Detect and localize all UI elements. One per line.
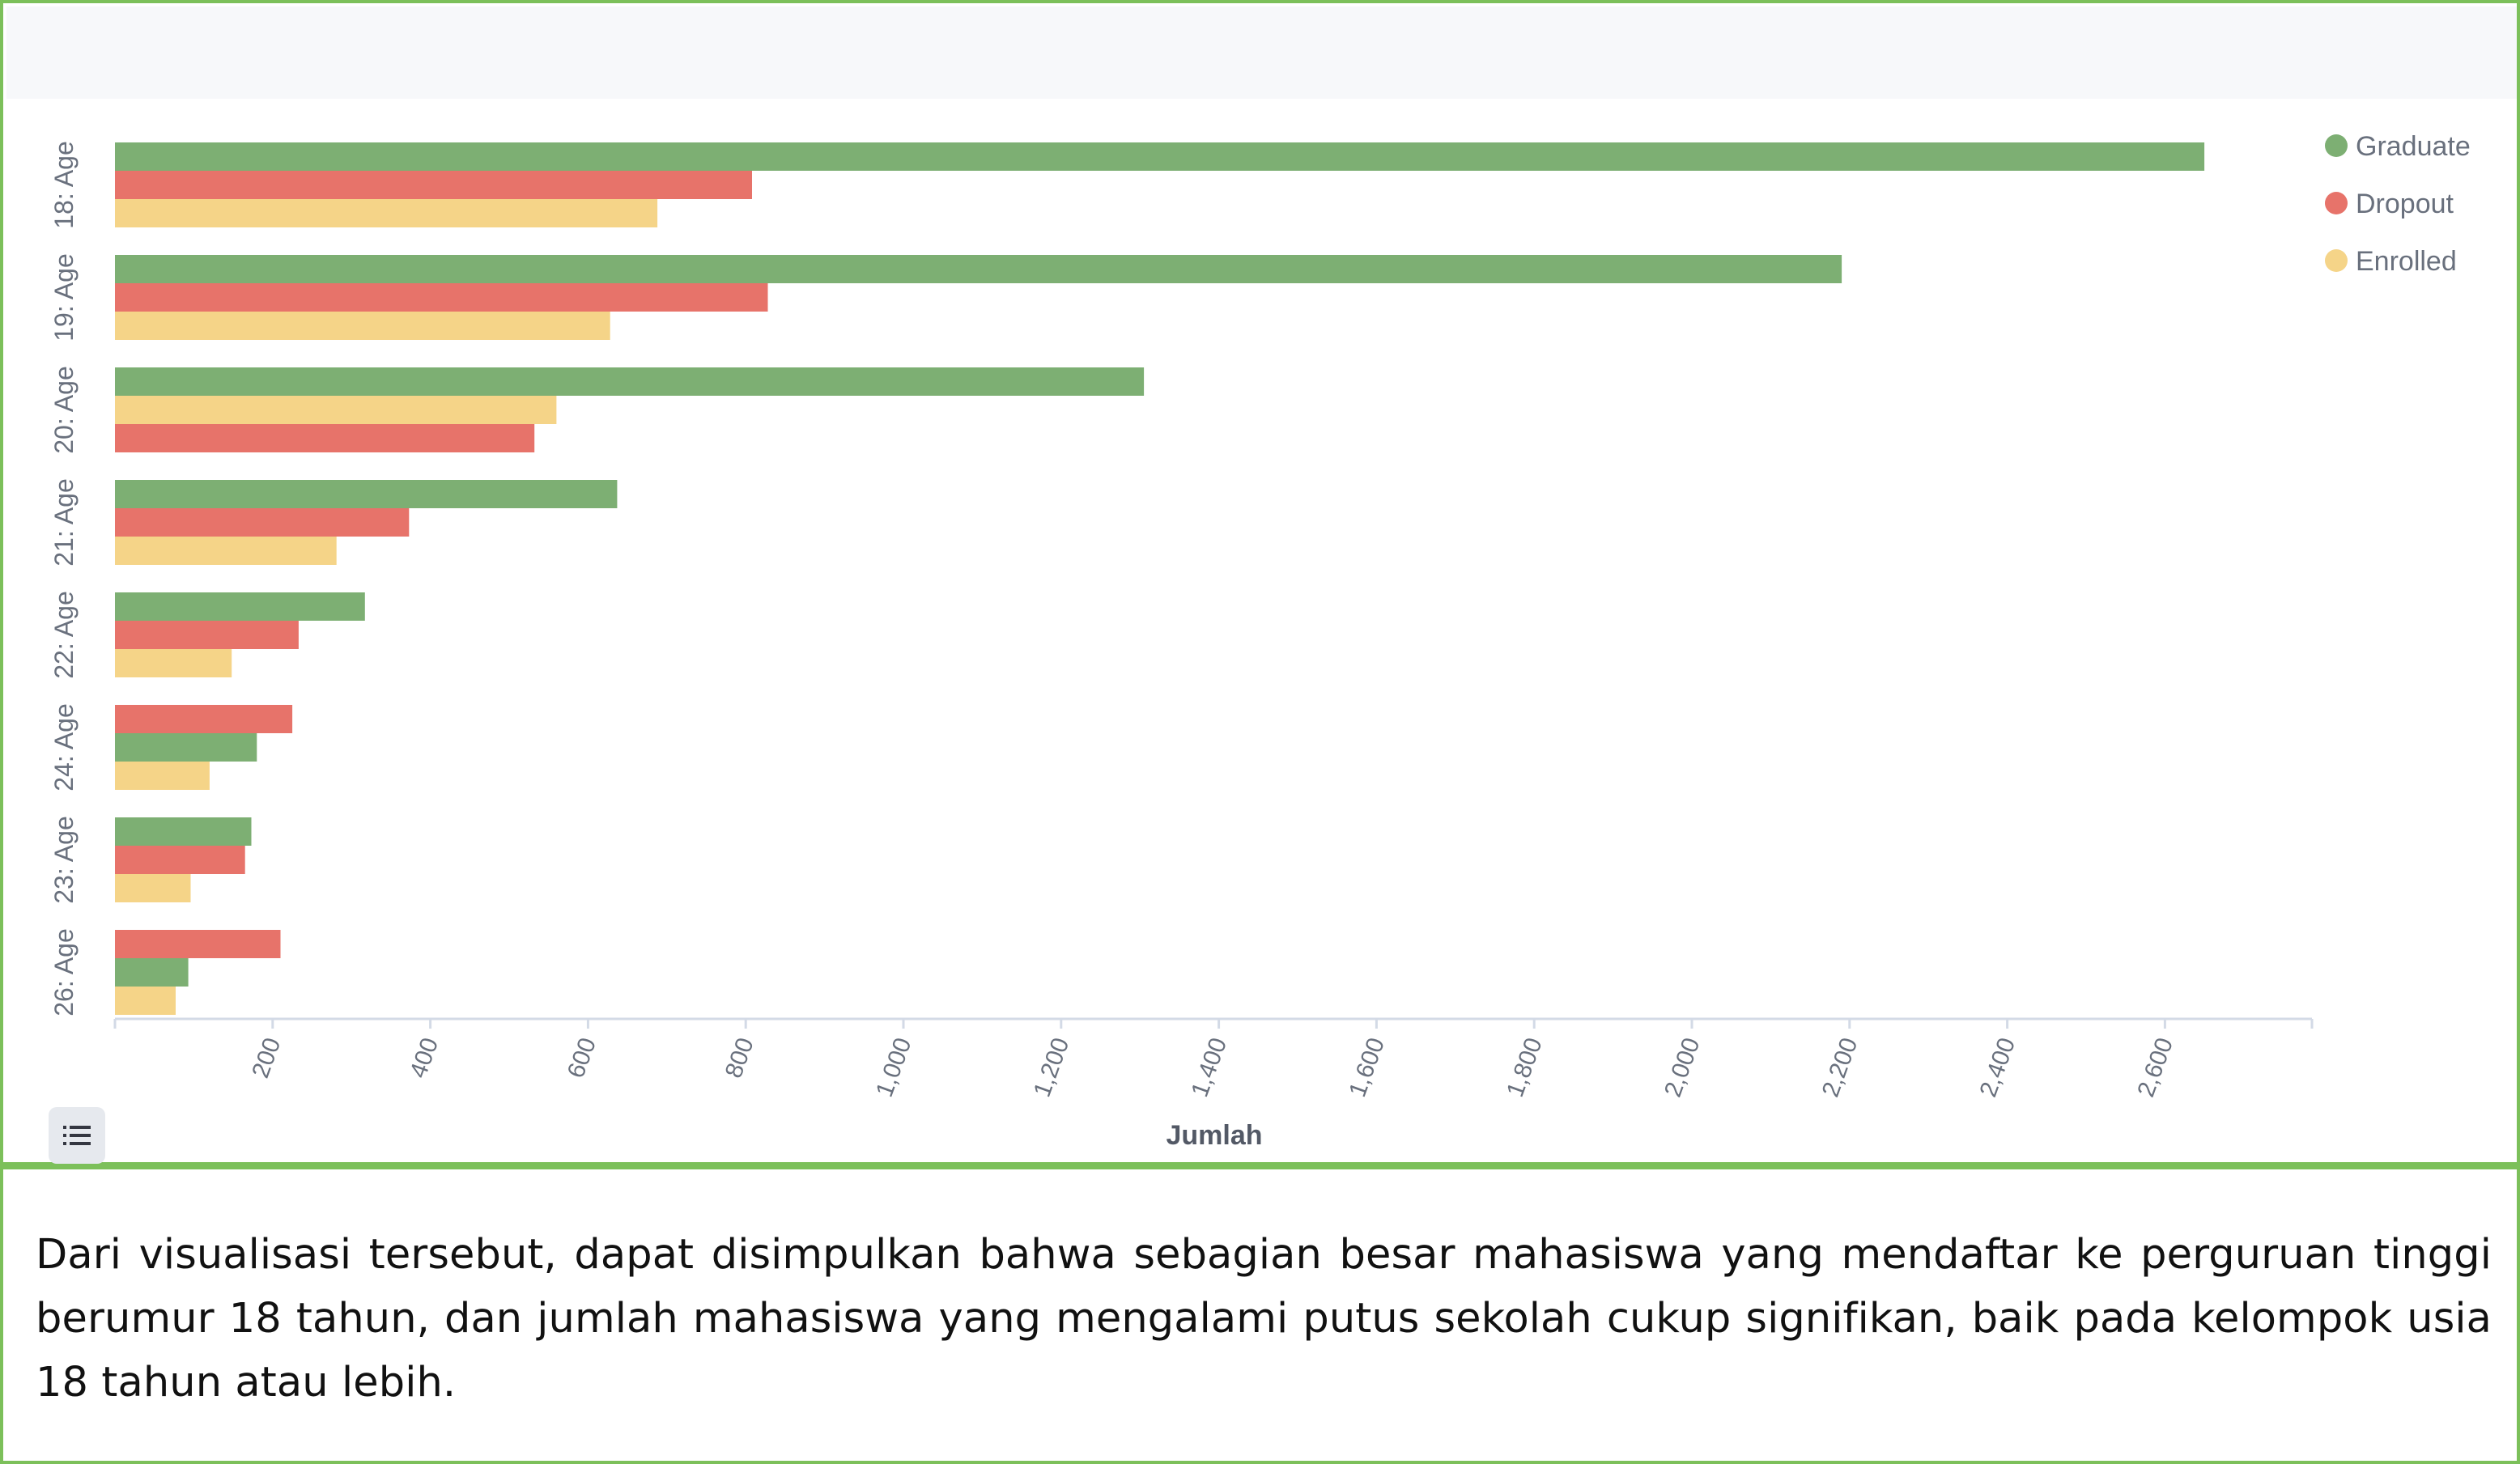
bar-graduate-21: [115, 480, 618, 508]
x-tick-label: 1,000: [871, 1034, 917, 1101]
bar-graduate-24: [115, 733, 257, 762]
x-tick-label: 1,600: [1344, 1034, 1390, 1101]
chart-panel: 18: Age 19: Age 20: Age 21: Age 22: Age 24: A…: [0, 0, 2520, 1165]
list-icon: [63, 1126, 91, 1145]
bar-graduate-20: [115, 367, 1145, 396]
legend-toggle-button[interactable]: [49, 1107, 105, 1164]
category-label: 22: Age: [49, 591, 79, 679]
bar-enrolled-26: [115, 987, 176, 1015]
bar-dropout-26: [115, 930, 281, 958]
bar-graduate-18: [115, 142, 2205, 171]
panel-header: [6, 6, 2517, 99]
x-tick-label: 2,000: [1659, 1034, 1706, 1101]
bar-graduate-19: [115, 255, 1842, 283]
category-label: 18: Age: [49, 141, 79, 229]
bar-enrolled-24: [115, 762, 210, 790]
x-tick-label: 200: [247, 1034, 286, 1081]
category-label: 23: Age: [49, 816, 79, 904]
x-tick-label: 1,800: [1502, 1034, 1548, 1101]
bar-dropout-18: [115, 171, 752, 199]
x-tick-label: 1,400: [1186, 1034, 1232, 1101]
x-tick-label: 600: [563, 1034, 601, 1081]
caption-text: Dari visualisasi tersebut, dapat disimpu…: [36, 1231, 2492, 1407]
category-label: 24: Age: [49, 703, 79, 791]
bar-enrolled-21: [115, 537, 337, 565]
bar-dropout-19: [115, 283, 768, 312]
bar-chart: 18: Age 19: Age 20: Age 21: Age 22: Age 24: A…: [49, 131, 2471, 1151]
bar-graduate-26: [115, 958, 189, 987]
bar-dropout-21: [115, 508, 410, 537]
bar-dropout-22: [115, 621, 299, 649]
x-tick-label: 400: [405, 1034, 444, 1081]
bar-dropout-24: [115, 705, 293, 733]
bar-graduate-22: [115, 592, 365, 621]
x-tick-label: 2,600: [2132, 1034, 2178, 1101]
bar-enrolled-22: [115, 649, 232, 677]
category-label: 20: Age: [49, 366, 79, 454]
bar-dropout-20: [115, 424, 535, 452]
bar-enrolled-18: [115, 199, 658, 227]
legend-label-enrolled: Enrolled: [2356, 246, 2457, 277]
x-tick-label: 800: [720, 1034, 759, 1081]
category-label: 26: Age: [49, 928, 79, 1016]
bar-enrolled-20: [115, 396, 557, 424]
x-axis-title: Jumlah: [1166, 1120, 1262, 1151]
category-label: 21: Age: [49, 478, 79, 567]
caption-panel: Dari visualisasi tersebut, dapat disimpu…: [0, 1165, 2520, 1464]
legend-label-dropout: Dropout: [2356, 189, 2454, 219]
legend-marker-graduate: [2325, 134, 2348, 157]
bar-graduate-23: [115, 817, 252, 846]
x-tick-label: 1,200: [1029, 1034, 1075, 1101]
legend-marker-enrolled: [2325, 249, 2348, 272]
x-tick-label: 2,200: [1817, 1034, 1863, 1101]
x-tick-label: 2,400: [1974, 1034, 2021, 1101]
bar-enrolled-19: [115, 312, 610, 340]
category-label: 19: Age: [49, 253, 79, 342]
bar-dropout-23: [115, 846, 245, 874]
legend-label-graduate: Graduate: [2356, 131, 2471, 162]
bar-enrolled-23: [115, 874, 191, 902]
legend-marker-dropout: [2325, 192, 2348, 214]
